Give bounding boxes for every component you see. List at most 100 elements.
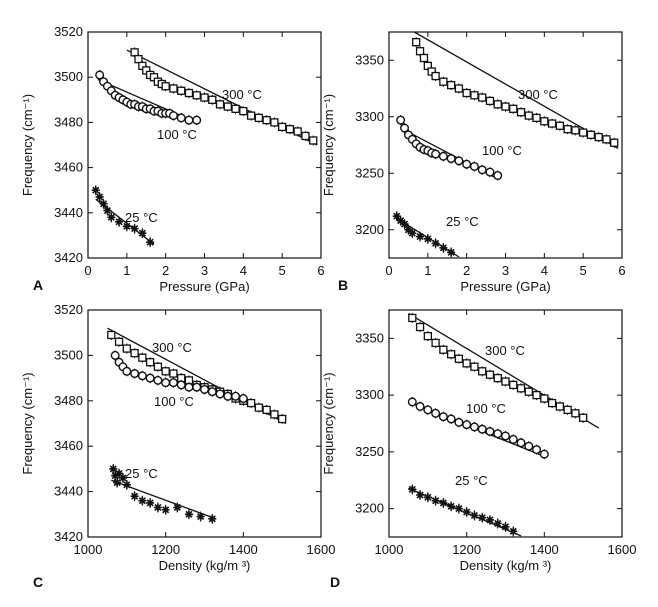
- data-point: [130, 48, 139, 57]
- data-point: [161, 378, 171, 388]
- data-point: [184, 115, 194, 125]
- data-point: [547, 398, 557, 408]
- data-point: [454, 84, 464, 93]
- data-point: [446, 414, 456, 424]
- data-point: [396, 216, 405, 225]
- y-axis-label: Frequency (cm⁻¹): [20, 94, 35, 196]
- data-point: [415, 322, 425, 332]
- data-point: [278, 414, 287, 424]
- data-point: [555, 121, 565, 130]
- data-point: [579, 413, 588, 422]
- data-point: [153, 375, 163, 385]
- data-point: [134, 54, 143, 64]
- y-tick-label: 3480: [54, 114, 83, 129]
- data-point: [416, 491, 425, 500]
- y-tick-label: 3460: [54, 438, 83, 453]
- data-point: [532, 113, 541, 123]
- data-point: [107, 213, 116, 222]
- x-tick-label: 1000: [375, 542, 404, 557]
- data-point: [103, 206, 112, 215]
- data-point: [110, 350, 120, 360]
- data-point: [400, 123, 410, 133]
- panel-a: 0 1 2 3 4 5 6 3420 3440 3460 3480 3500 3520 Pressure …: [20, 24, 325, 294]
- data-point: [602, 135, 611, 144]
- x-tick-label: 3: [502, 263, 509, 278]
- y-tick-label: 3420: [54, 250, 83, 265]
- data-point: [99, 199, 108, 208]
- data-point: [285, 125, 295, 134]
- data-point: [196, 512, 205, 521]
- data-point: [579, 128, 588, 137]
- data-point: [239, 106, 248, 116]
- data-point: [469, 161, 479, 171]
- data-point: [173, 503, 182, 512]
- data-point: [215, 389, 225, 399]
- data-point: [122, 366, 132, 376]
- data-point: [246, 111, 256, 120]
- series-2: [392, 211, 460, 258]
- data-point: [431, 239, 440, 248]
- y-axis-label: Frequency (cm⁻¹): [321, 372, 336, 474]
- data-point: [176, 380, 186, 390]
- data-point: [509, 104, 518, 113]
- data-point: [563, 125, 572, 134]
- data-point: [95, 192, 104, 201]
- series-1: [396, 115, 503, 181]
- panel-c: 1000 1200 1400 1600 3420 3440 3460 3480 3500 3520…: [20, 302, 335, 590]
- data-point: [493, 429, 503, 439]
- data-point: [446, 154, 456, 164]
- data-point: [208, 95, 217, 104]
- data-point: [431, 338, 440, 348]
- data-point: [184, 88, 194, 98]
- data-point: [130, 492, 139, 501]
- series-label: 25 °C: [125, 210, 158, 225]
- data-point: [485, 426, 495, 436]
- plot-marks: [91, 47, 318, 248]
- x-tick-label: 1: [424, 263, 431, 278]
- data-point: [262, 115, 271, 125]
- data-point: [246, 398, 256, 408]
- x-tick-label: 1200: [151, 542, 180, 557]
- y-tick-label: 3300: [355, 109, 384, 124]
- data-point: [146, 498, 155, 507]
- series-1: [110, 350, 248, 404]
- y-tick-label: 3500: [54, 69, 83, 84]
- plot-frame: [87, 309, 322, 538]
- data-point: [431, 496, 440, 505]
- data-point: [215, 100, 225, 109]
- data-point: [439, 345, 448, 354]
- data-point: [532, 445, 542, 455]
- series-label: 300 °C: [518, 87, 558, 102]
- data-point: [412, 38, 421, 47]
- data-point: [462, 359, 471, 368]
- data-point: [404, 225, 413, 234]
- data-point: [532, 390, 541, 400]
- data-point: [469, 422, 479, 432]
- data-point: [415, 47, 425, 56]
- x-axis-label: Pressure (GPa): [159, 279, 249, 294]
- data-point: [199, 384, 209, 394]
- x-tick-label: 1000: [74, 542, 103, 557]
- data-point: [454, 354, 464, 363]
- series-2: [91, 185, 155, 248]
- data-point: [177, 86, 186, 95]
- data-point: [146, 238, 155, 247]
- data-point: [508, 434, 518, 444]
- series-1: [95, 69, 202, 126]
- series-0: [126, 47, 318, 146]
- x-axis-label: Pressure (GPa): [460, 279, 550, 294]
- data-point: [293, 127, 302, 136]
- data-point: [447, 502, 456, 511]
- data-point: [408, 229, 417, 238]
- data-point: [169, 84, 178, 93]
- data-point: [485, 167, 495, 177]
- data-point: [439, 498, 448, 507]
- y-tick-label: 3250: [355, 165, 384, 180]
- data-point: [184, 382, 194, 392]
- y-tick-label: 3460: [54, 160, 83, 175]
- data-point: [130, 224, 139, 233]
- data-point: [501, 431, 511, 441]
- y-tick-label: 3520: [54, 24, 83, 39]
- data-point: [423, 234, 432, 243]
- data-point: [408, 313, 417, 323]
